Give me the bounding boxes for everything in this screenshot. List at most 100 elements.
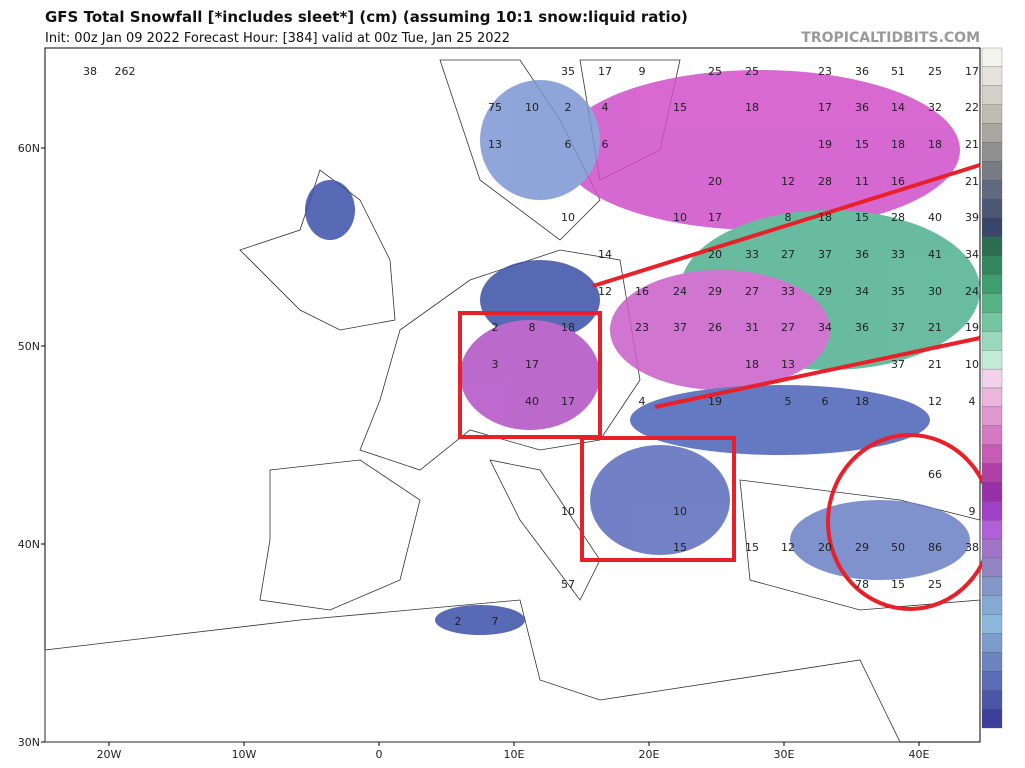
snow-label: 10 bbox=[525, 101, 539, 114]
snow-label: 10 bbox=[965, 358, 979, 371]
snow-label: 15 bbox=[673, 541, 687, 554]
snow-label: 33 bbox=[891, 248, 905, 261]
colorbar-swatch bbox=[981, 255, 1003, 275]
lon-label: 20W bbox=[97, 748, 122, 761]
snow-label: 32 bbox=[928, 101, 942, 114]
snow-label: 40 bbox=[525, 395, 539, 408]
snow-label: 23 bbox=[635, 321, 649, 334]
snow-label: 4 bbox=[602, 101, 609, 114]
colorbar-swatch bbox=[981, 180, 1003, 200]
snow-label: 20 bbox=[708, 175, 722, 188]
snow-label: 17 bbox=[525, 358, 539, 371]
snow-label: 17 bbox=[561, 395, 575, 408]
snow-label: 26 bbox=[708, 321, 722, 334]
snow-label: 12 bbox=[781, 541, 795, 554]
snow-label: 19 bbox=[965, 321, 979, 334]
snow-label: 18 bbox=[855, 395, 869, 408]
snow-label: 6 bbox=[565, 138, 572, 151]
colorbar-swatch bbox=[981, 293, 1003, 313]
colorbar-swatch bbox=[981, 652, 1003, 672]
colorbar-swatch bbox=[981, 161, 1003, 181]
colorbar-swatch bbox=[981, 463, 1003, 483]
snow-label: 7 bbox=[492, 615, 499, 628]
snow-label: 25 bbox=[708, 65, 722, 78]
snow-label: 22 bbox=[965, 101, 979, 114]
snow-label: 6 bbox=[602, 138, 609, 151]
snow-label: 28 bbox=[818, 175, 832, 188]
colorbar-swatch bbox=[981, 85, 1003, 105]
colorbar-swatch bbox=[981, 312, 1003, 332]
snow-label: 24 bbox=[673, 285, 687, 298]
snow-label: 18 bbox=[561, 321, 575, 334]
snow-label: 15 bbox=[855, 211, 869, 224]
snow-label: 34 bbox=[855, 285, 869, 298]
colorbar-swatch bbox=[981, 595, 1003, 615]
snow-label: 17 bbox=[598, 65, 612, 78]
colorbar-swatch bbox=[981, 274, 1003, 294]
colorbar-swatch bbox=[981, 557, 1003, 578]
colorbar-swatch bbox=[981, 614, 1003, 634]
snow-label: 78 bbox=[855, 578, 869, 591]
snow-label: 15 bbox=[745, 541, 759, 554]
snow-label: 36 bbox=[855, 248, 869, 261]
colorbar-swatch bbox=[981, 482, 1003, 502]
colorbar-swatch bbox=[981, 66, 1003, 86]
colorbar-swatch bbox=[981, 576, 1003, 596]
colorbar-swatch bbox=[981, 520, 1003, 540]
snow-label: 18 bbox=[818, 211, 832, 224]
annotations bbox=[458, 163, 994, 611]
snow-label: 25 bbox=[928, 578, 942, 591]
snow-label: 15 bbox=[673, 101, 687, 114]
colorbar-swatch bbox=[981, 236, 1003, 256]
snow-label: 36 bbox=[855, 321, 869, 334]
snow-label: 13 bbox=[781, 358, 795, 371]
snow-label: 41 bbox=[928, 248, 942, 261]
snow-label: 10 bbox=[673, 505, 687, 518]
colorbar-swatch bbox=[981, 198, 1003, 219]
brand: TROPICALTIDBITS.COM bbox=[801, 30, 980, 46]
snow-label: 17 bbox=[965, 65, 979, 78]
snow-label: 27 bbox=[781, 248, 795, 261]
snow-label: 11 bbox=[855, 175, 869, 188]
snow-label: 9 bbox=[639, 65, 646, 78]
snow-label: 51 bbox=[891, 65, 905, 78]
snow-label: 20 bbox=[708, 248, 722, 261]
snow-label: 9 bbox=[969, 505, 976, 518]
snow-label: 5 bbox=[785, 395, 792, 408]
snow-label: 35 bbox=[561, 65, 575, 78]
snow-label: 17 bbox=[708, 211, 722, 224]
snow-label: 12 bbox=[598, 285, 612, 298]
snow-label: 29 bbox=[708, 285, 722, 298]
subtitle: Init: 00z Jan 09 2022 Forecast Hour: [38… bbox=[45, 31, 510, 46]
snow-label: 12 bbox=[928, 395, 942, 408]
snow-label: 17 bbox=[818, 101, 832, 114]
snow-label: 37 bbox=[891, 358, 905, 371]
lat-label: 30N bbox=[18, 736, 40, 749]
snow-label: 4 bbox=[969, 395, 976, 408]
snow-label: 38 bbox=[965, 541, 979, 554]
colorbar-swatch bbox=[981, 406, 1003, 426]
lon-label: 40E bbox=[909, 748, 930, 761]
snow-label: 262 bbox=[115, 65, 136, 78]
snow-label: 19 bbox=[818, 138, 832, 151]
colorbar-swatch bbox=[981, 331, 1003, 351]
snow-label: 35 bbox=[891, 285, 905, 298]
snow-label: 24 bbox=[965, 285, 979, 298]
snow-label: 15 bbox=[855, 138, 869, 151]
snow-label: 25 bbox=[928, 65, 942, 78]
snow-label: 29 bbox=[818, 285, 832, 298]
snow-label: 23 bbox=[818, 65, 832, 78]
snow-label: 16 bbox=[891, 175, 905, 188]
colorbar-swatch bbox=[981, 501, 1003, 521]
colorbar-swatch bbox=[981, 142, 1003, 162]
snow-label: 14 bbox=[891, 101, 905, 114]
snow-label: 37 bbox=[818, 248, 832, 261]
snow-label: 18 bbox=[891, 138, 905, 151]
snow-label: 4 bbox=[639, 395, 646, 408]
lon-label: 10W bbox=[232, 748, 257, 761]
snow-label: 25 bbox=[745, 65, 759, 78]
snow-label: 6 bbox=[822, 395, 829, 408]
